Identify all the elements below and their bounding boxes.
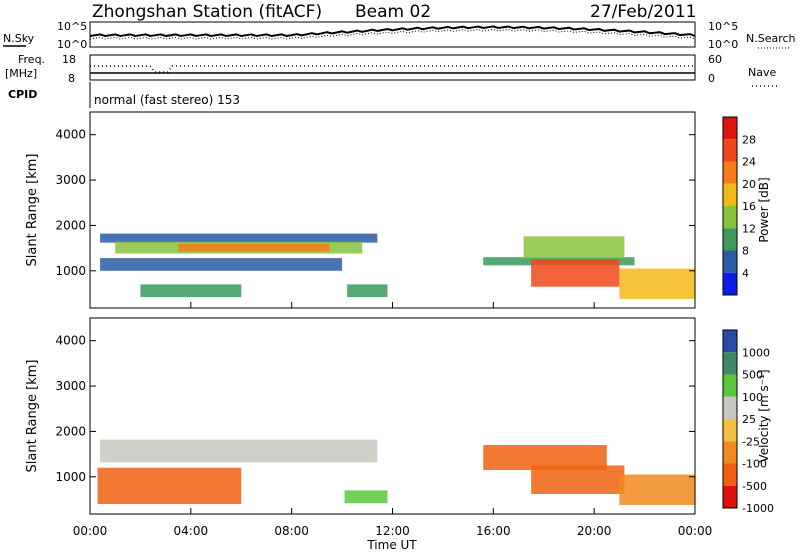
velocity-region-1 (97, 467, 242, 505)
power-region-2 (178, 243, 330, 252)
freq-label-1: Freq. (18, 53, 45, 66)
colorbar-tick-label: 100 (742, 391, 763, 404)
power-region-8 (523, 236, 625, 259)
noise-search-series (89, 28, 696, 40)
power-ylabel: Slant Range [km] (25, 154, 40, 267)
beam-label: Beam 02 (355, 2, 431, 22)
colorbar-tick-label: 25 (742, 413, 756, 426)
freq-right-tick-bottom: 0 (708, 72, 715, 85)
station-title: Zhongshan Station (fitACF) (92, 2, 322, 22)
freq-panel-frame (89, 54, 696, 81)
noise-left-tick-bottom: 10^0 (57, 38, 87, 51)
colorbar-tick-label: 24 (742, 156, 756, 169)
colorbar-tick-label: -500 (742, 480, 767, 493)
velocity-region-5 (619, 474, 695, 505)
power-ytick-label: 3000 (55, 173, 86, 187)
velocity-ytick-label: 2000 (55, 424, 86, 438)
power-colorbar-title: Power [dB] (757, 177, 771, 242)
colorbar-tick-label: 28 (742, 133, 756, 146)
power-heatmap-panel (89, 111, 696, 309)
colorbar-tick-label: 8 (742, 245, 749, 258)
colorbar-swatch (723, 485, 737, 508)
noise-sky-series (89, 25, 696, 38)
power-region-4 (140, 284, 242, 298)
noise-right-tick-bottom: 10^0 (708, 38, 738, 51)
velocity-region-0 (100, 439, 378, 463)
colorbar-swatch (723, 330, 737, 353)
xtick-label: 04:00 (174, 524, 209, 538)
colorbar-swatch (723, 463, 737, 486)
freq-left-tick-bottom: 8 (68, 72, 75, 85)
colorbar-tick-label: 16 (742, 200, 756, 213)
noise-panel-frame (89, 21, 696, 48)
power-region-7 (531, 259, 620, 287)
noise-right-tick-top: 10^5 (708, 20, 738, 33)
colorbar-swatch (723, 183, 737, 206)
power-ytick-label: 4000 (55, 128, 86, 142)
colorbar-swatch (723, 396, 737, 419)
freq-left-tick-top: 18 (62, 53, 76, 66)
date-label: 27/Feb/2011 (590, 2, 696, 22)
colorbar-swatch (723, 139, 737, 162)
freq-label-2: [MHz] (5, 67, 37, 80)
colorbar-tick-label: 1000 (742, 346, 770, 359)
xtick-label: 00:00 (678, 524, 713, 538)
colorbar-swatch (723, 419, 737, 442)
xtick-label: 20:00 (577, 524, 612, 538)
colorbar-tick-label: 12 (742, 222, 756, 235)
colorbar-tick-label: 500 (742, 369, 763, 382)
velocity-ytick-label: 3000 (55, 379, 86, 393)
colorbar-swatch (723, 250, 737, 273)
noise-right-label: N.Search (746, 32, 796, 45)
xtick-label: 00:00 (73, 524, 108, 538)
colorbar-swatch (723, 352, 737, 375)
colorbar-tick-label: 20 (742, 178, 756, 191)
xtick-label: 16:00 (476, 524, 511, 538)
power-region-5 (347, 284, 388, 298)
velocity-colorbar: 1000 500 100 25 -25 -100 -500 -1000 (722, 329, 774, 515)
velocity-region-4 (531, 465, 625, 495)
cpid-text: normal (fast stereo) 153 (94, 93, 240, 107)
power-region-3 (100, 258, 343, 271)
colorbar-swatch (723, 206, 737, 229)
power-ytick-label: 1000 (55, 264, 86, 278)
freq-right-tick-top: 60 (708, 53, 722, 66)
xtick-label: 12:00 (375, 524, 410, 538)
power-colorbar: 28 24 20 16 12 8 4 (722, 116, 756, 296)
nave-series (90, 65, 695, 73)
colorbar-tick-label: -25 (742, 435, 760, 448)
colorbar-swatch (723, 374, 737, 397)
noise-left-tick-top: 10^5 (57, 20, 87, 33)
xlabel: Time UT (366, 538, 417, 552)
power-region-0 (100, 233, 378, 243)
colorbar-tick-label: -100 (742, 458, 767, 471)
velocity-region-2 (344, 490, 388, 504)
velocity-colorbar-title: Velocity [m s⁻¹] (757, 369, 771, 462)
colorbar-swatch (723, 161, 737, 184)
power-region-9 (619, 268, 695, 299)
power-ytick-label: 2000 (55, 218, 86, 232)
colorbar-swatch (723, 441, 737, 464)
colorbar-swatch (723, 272, 737, 295)
noise-left-label: N.Sky (3, 32, 35, 45)
velocity-ylabel: Slant Range [km] (25, 360, 40, 473)
velocity-ytick-label: 1000 (55, 470, 86, 484)
cpid-label: CPID (8, 88, 37, 101)
velocity-heatmap-panel (89, 317, 696, 515)
xtick-label: 08:00 (274, 524, 309, 538)
colorbar-tick-label: -1000 (742, 502, 774, 515)
velocity-ytick-label: 4000 (55, 334, 86, 348)
colorbar-swatch (723, 228, 737, 251)
nave-label: Nave (748, 66, 776, 79)
colorbar-swatch (723, 117, 737, 140)
colorbar-tick-label: 4 (742, 267, 749, 280)
